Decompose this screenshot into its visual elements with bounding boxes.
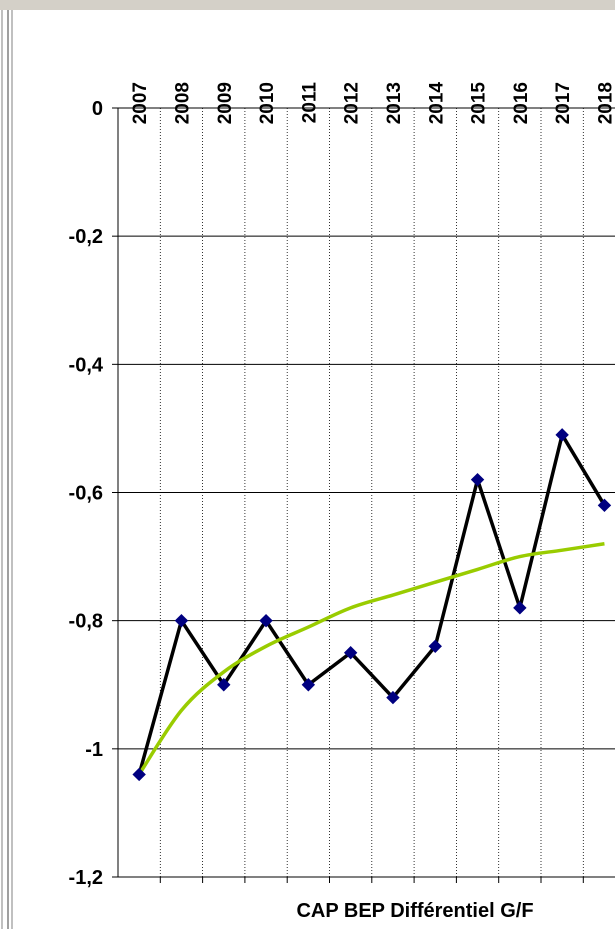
window-top	[0, 0, 615, 10]
data-point	[470, 472, 485, 487]
data-point	[174, 613, 189, 628]
x-tick-label: 2009	[215, 82, 236, 124]
y-tick-label: -1	[85, 739, 103, 761]
trend-line	[137, 542, 605, 776]
data-point	[301, 678, 316, 692]
x-tick-label: 2016	[511, 82, 532, 124]
x-tick-label: 2012	[342, 82, 363, 124]
data-point	[555, 428, 569, 442]
y-tick-label: -0,4	[69, 354, 104, 376]
data-point	[259, 613, 273, 628]
data-point	[428, 639, 442, 654]
x-tick-label: 2018	[595, 82, 615, 124]
x-tick-label: 2017	[553, 82, 574, 124]
y-tick-label: -1,2	[69, 867, 103, 889]
y-tick-label: -0,6	[69, 483, 103, 505]
series-line	[137, 433, 606, 775]
data-point	[217, 678, 231, 692]
y-tick-label: -0,2	[69, 226, 103, 248]
y-tick-label: -0,8	[69, 611, 103, 633]
y-tick-label: 0	[92, 98, 103, 120]
data-point	[386, 690, 400, 705]
x-tick-label: 2011	[299, 82, 320, 124]
data-point	[513, 601, 527, 615]
data-point	[132, 767, 146, 782]
x-tick-label: 2008	[172, 82, 193, 124]
x-tick-label: 2014	[426, 82, 447, 125]
chart-title: CAP BEP Différentiel G/F	[296, 900, 533, 922]
plot: 0 -0,2 -0,4 -0,6 -0,8 -1 -1,2 2007 2008 2009 2010 2…	[69, 82, 615, 889]
x-tick-label: 2015	[469, 82, 490, 125]
data-point	[597, 498, 612, 513]
x-tick-label: 2013	[384, 82, 405, 124]
x-tick-label: 2010	[257, 82, 278, 124]
x-tick-label: 2007	[130, 82, 151, 124]
data-point	[343, 646, 358, 660]
